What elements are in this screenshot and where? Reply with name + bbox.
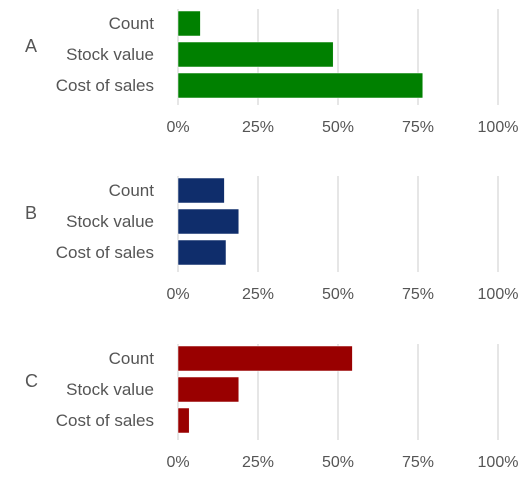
tick-label: 50% bbox=[322, 286, 354, 303]
bar bbox=[177, 407, 190, 434]
category-label: Cost of sales bbox=[56, 411, 154, 430]
tick-label: 100% bbox=[478, 454, 519, 471]
tick-label: 50% bbox=[322, 119, 354, 136]
category-label: Cost of sales bbox=[56, 76, 154, 95]
bar bbox=[177, 208, 240, 235]
bar bbox=[177, 41, 334, 68]
category-label: Cost of sales bbox=[56, 243, 154, 262]
tick-label: 100% bbox=[478, 286, 519, 303]
category-label: Stock value bbox=[66, 212, 154, 231]
tick-label: 0% bbox=[166, 119, 189, 136]
panel-c: Count Stock value Cost of sales C 0% 25% 50% 75… bbox=[25, 344, 518, 471]
tick-label: 0% bbox=[166, 286, 189, 303]
tick-label: 50% bbox=[322, 454, 354, 471]
bar bbox=[177, 177, 225, 204]
panel-label: C bbox=[25, 371, 38, 391]
tick-label: 25% bbox=[242, 454, 274, 471]
tick-label: 25% bbox=[242, 286, 274, 303]
bar bbox=[177, 345, 353, 372]
tick-label: 75% bbox=[402, 286, 434, 303]
panel-label: A bbox=[25, 36, 37, 56]
panel-label: B bbox=[25, 203, 37, 223]
bar bbox=[177, 376, 240, 403]
category-label: Count bbox=[109, 181, 155, 200]
category-label: Stock value bbox=[66, 45, 154, 64]
bar bbox=[177, 239, 227, 266]
category-label: Stock value bbox=[66, 380, 154, 399]
panel-a: Count Stock value Cost of sales A 0% 25% 50% 75… bbox=[25, 9, 518, 136]
tick-label: 25% bbox=[242, 119, 274, 136]
tick-label: 0% bbox=[166, 454, 189, 471]
tick-label: 100% bbox=[478, 119, 519, 136]
category-label: Count bbox=[109, 14, 155, 33]
tick-label: 75% bbox=[402, 119, 434, 136]
category-label: Count bbox=[109, 349, 155, 368]
panel-b: Count Stock value Cost of sales B 0% 25% 50% 75… bbox=[25, 176, 518, 303]
bar bbox=[177, 10, 201, 37]
bar bbox=[177, 72, 424, 99]
tick-label: 75% bbox=[402, 454, 434, 471]
